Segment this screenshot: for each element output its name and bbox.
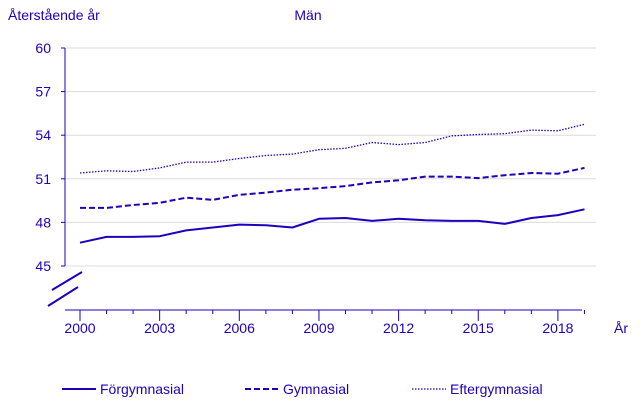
x-tick-label: 2018: [542, 320, 573, 336]
x-axis-ticks: 2000 2003 2006 2009 2012 2015 2018: [64, 310, 585, 336]
y-axis-title: Återstående år: [8, 7, 100, 23]
y-tick-label: 51: [35, 171, 51, 187]
series-line-förgymnasial: [79, 208, 585, 244]
x-tick-label: 2009: [303, 320, 334, 336]
x-tick-label: 2003: [144, 320, 175, 336]
y-tick-label: 60: [35, 40, 51, 56]
x-tick-label: 2012: [383, 320, 414, 336]
y-tick-label: 48: [35, 214, 51, 230]
y-tick-label: 54: [35, 127, 51, 143]
legend-label: Förgymnasial: [100, 381, 184, 397]
y-axis-ticks: 45 48 51 54 57 60: [35, 40, 65, 274]
legend: Förgymnasial Gymnasial Eftergymnasial: [62, 381, 543, 397]
series-lines: [79, 123, 585, 244]
chart-title: Män: [294, 7, 321, 23]
legend-label: Gymnasial: [283, 381, 349, 397]
gridlines: [65, 47, 596, 267]
y-tick-label: 57: [35, 84, 51, 100]
x-tick-label: 2015: [463, 320, 494, 336]
axis-break: [47, 271, 83, 307]
x-tick-label: 2000: [64, 320, 95, 336]
y-tick-label: 45: [35, 258, 51, 274]
series-line-eftergymnasial: [79, 123, 585, 174]
x-axis-title: År: [614, 320, 628, 336]
x-tick-label: 2006: [224, 320, 255, 336]
legend-label: Eftergymnasial: [450, 381, 543, 397]
series-line-gymnasial: [80, 166, 585, 209]
